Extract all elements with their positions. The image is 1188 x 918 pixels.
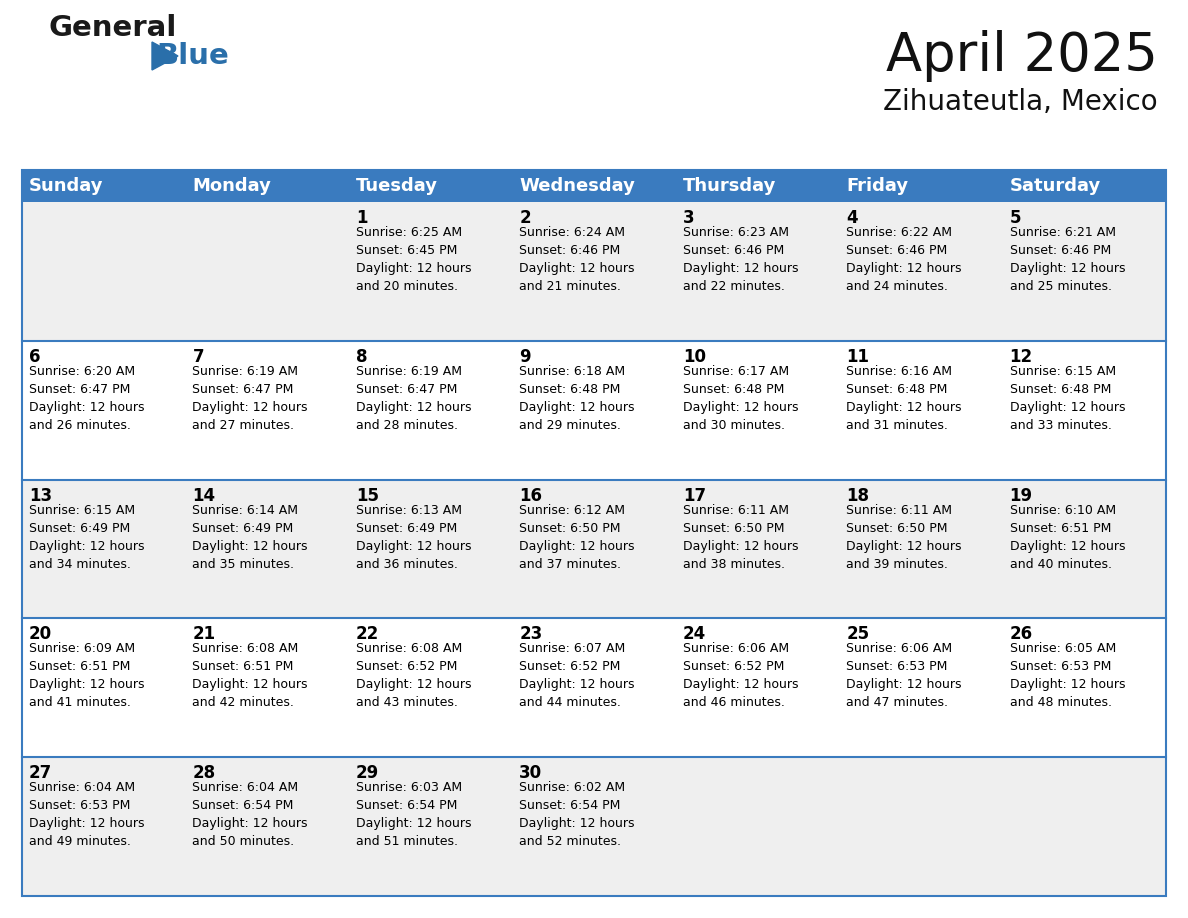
Text: Sunrise: 6:02 AM
Sunset: 6:54 PM
Daylight: 12 hours
and 52 minutes.: Sunrise: 6:02 AM Sunset: 6:54 PM Dayligh… — [519, 781, 634, 848]
Text: 20: 20 — [29, 625, 52, 644]
Text: Sunrise: 6:04 AM
Sunset: 6:53 PM
Daylight: 12 hours
and 49 minutes.: Sunrise: 6:04 AM Sunset: 6:53 PM Dayligh… — [29, 781, 145, 848]
Text: 25: 25 — [846, 625, 870, 644]
Text: 3: 3 — [683, 209, 694, 227]
Text: Sunrise: 6:20 AM
Sunset: 6:47 PM
Daylight: 12 hours
and 26 minutes.: Sunrise: 6:20 AM Sunset: 6:47 PM Dayligh… — [29, 364, 145, 431]
Text: Sunrise: 6:19 AM
Sunset: 6:47 PM
Daylight: 12 hours
and 28 minutes.: Sunrise: 6:19 AM Sunset: 6:47 PM Dayligh… — [356, 364, 472, 431]
Text: 13: 13 — [29, 487, 52, 505]
Bar — [23, 341, 1165, 479]
Text: 5: 5 — [1010, 209, 1020, 227]
Text: Sunrise: 6:11 AM
Sunset: 6:50 PM
Daylight: 12 hours
and 38 minutes.: Sunrise: 6:11 AM Sunset: 6:50 PM Dayligh… — [683, 504, 798, 571]
Text: Sunrise: 6:14 AM
Sunset: 6:49 PM
Daylight: 12 hours
and 35 minutes.: Sunrise: 6:14 AM Sunset: 6:49 PM Dayligh… — [192, 504, 308, 571]
Text: 4: 4 — [846, 209, 858, 227]
Text: 7: 7 — [192, 348, 204, 365]
Text: 10: 10 — [683, 348, 706, 365]
Text: Monday: Monday — [192, 177, 271, 195]
Text: Sunrise: 6:11 AM
Sunset: 6:50 PM
Daylight: 12 hours
and 39 minutes.: Sunrise: 6:11 AM Sunset: 6:50 PM Dayligh… — [846, 504, 961, 571]
Text: 30: 30 — [519, 764, 543, 782]
Text: Sunrise: 6:19 AM
Sunset: 6:47 PM
Daylight: 12 hours
and 27 minutes.: Sunrise: 6:19 AM Sunset: 6:47 PM Dayligh… — [192, 364, 308, 431]
Text: 14: 14 — [192, 487, 215, 505]
Text: 26: 26 — [1010, 625, 1032, 644]
Text: Sunrise: 6:10 AM
Sunset: 6:51 PM
Daylight: 12 hours
and 40 minutes.: Sunrise: 6:10 AM Sunset: 6:51 PM Dayligh… — [1010, 504, 1125, 571]
Text: Sunrise: 6:06 AM
Sunset: 6:53 PM
Daylight: 12 hours
and 47 minutes.: Sunrise: 6:06 AM Sunset: 6:53 PM Dayligh… — [846, 643, 961, 710]
Text: 27: 27 — [29, 764, 52, 782]
Text: 16: 16 — [519, 487, 542, 505]
Text: Sunrise: 6:24 AM
Sunset: 6:46 PM
Daylight: 12 hours
and 21 minutes.: Sunrise: 6:24 AM Sunset: 6:46 PM Dayligh… — [519, 226, 634, 293]
Text: 24: 24 — [683, 625, 706, 644]
Text: Sunrise: 6:05 AM
Sunset: 6:53 PM
Daylight: 12 hours
and 48 minutes.: Sunrise: 6:05 AM Sunset: 6:53 PM Dayligh… — [1010, 643, 1125, 710]
Text: Sunday: Sunday — [29, 177, 103, 195]
Bar — [23, 202, 1165, 341]
Text: Friday: Friday — [846, 177, 909, 195]
Bar — [23, 170, 1165, 202]
Text: Sunrise: 6:22 AM
Sunset: 6:46 PM
Daylight: 12 hours
and 24 minutes.: Sunrise: 6:22 AM Sunset: 6:46 PM Dayligh… — [846, 226, 961, 293]
Text: Zihuateutla, Mexico: Zihuateutla, Mexico — [884, 88, 1158, 116]
Text: General: General — [48, 14, 176, 42]
Text: Sunrise: 6:21 AM
Sunset: 6:46 PM
Daylight: 12 hours
and 25 minutes.: Sunrise: 6:21 AM Sunset: 6:46 PM Dayligh… — [1010, 226, 1125, 293]
Text: Sunrise: 6:03 AM
Sunset: 6:54 PM
Daylight: 12 hours
and 51 minutes.: Sunrise: 6:03 AM Sunset: 6:54 PM Dayligh… — [356, 781, 472, 848]
Text: 12: 12 — [1010, 348, 1032, 365]
Text: April 2025: April 2025 — [886, 30, 1158, 82]
Text: Sunrise: 6:07 AM
Sunset: 6:52 PM
Daylight: 12 hours
and 44 minutes.: Sunrise: 6:07 AM Sunset: 6:52 PM Dayligh… — [519, 643, 634, 710]
Text: Sunrise: 6:08 AM
Sunset: 6:51 PM
Daylight: 12 hours
and 42 minutes.: Sunrise: 6:08 AM Sunset: 6:51 PM Dayligh… — [192, 643, 308, 710]
Text: Sunrise: 6:06 AM
Sunset: 6:52 PM
Daylight: 12 hours
and 46 minutes.: Sunrise: 6:06 AM Sunset: 6:52 PM Dayligh… — [683, 643, 798, 710]
Bar — [23, 170, 1165, 896]
Text: 19: 19 — [1010, 487, 1032, 505]
Text: 22: 22 — [356, 625, 379, 644]
Text: Sunrise: 6:15 AM
Sunset: 6:49 PM
Daylight: 12 hours
and 34 minutes.: Sunrise: 6:15 AM Sunset: 6:49 PM Dayligh… — [29, 504, 145, 571]
Text: 15: 15 — [356, 487, 379, 505]
Bar — [23, 619, 1165, 757]
Text: Saturday: Saturday — [1010, 177, 1101, 195]
Text: Sunrise: 6:16 AM
Sunset: 6:48 PM
Daylight: 12 hours
and 31 minutes.: Sunrise: 6:16 AM Sunset: 6:48 PM Dayligh… — [846, 364, 961, 431]
Text: Sunrise: 6:15 AM
Sunset: 6:48 PM
Daylight: 12 hours
and 33 minutes.: Sunrise: 6:15 AM Sunset: 6:48 PM Dayligh… — [1010, 364, 1125, 431]
Text: Sunrise: 6:04 AM
Sunset: 6:54 PM
Daylight: 12 hours
and 50 minutes.: Sunrise: 6:04 AM Sunset: 6:54 PM Dayligh… — [192, 781, 308, 848]
Text: Sunrise: 6:09 AM
Sunset: 6:51 PM
Daylight: 12 hours
and 41 minutes.: Sunrise: 6:09 AM Sunset: 6:51 PM Dayligh… — [29, 643, 145, 710]
Text: Thursday: Thursday — [683, 177, 776, 195]
Text: Wednesday: Wednesday — [519, 177, 636, 195]
Text: 18: 18 — [846, 487, 870, 505]
Bar — [23, 479, 1165, 619]
Text: 17: 17 — [683, 487, 706, 505]
Text: Blue: Blue — [156, 42, 229, 70]
Text: 6: 6 — [29, 348, 40, 365]
Text: Sunrise: 6:18 AM
Sunset: 6:48 PM
Daylight: 12 hours
and 29 minutes.: Sunrise: 6:18 AM Sunset: 6:48 PM Dayligh… — [519, 364, 634, 431]
Text: Sunrise: 6:25 AM
Sunset: 6:45 PM
Daylight: 12 hours
and 20 minutes.: Sunrise: 6:25 AM Sunset: 6:45 PM Dayligh… — [356, 226, 472, 293]
Text: 23: 23 — [519, 625, 543, 644]
Text: 9: 9 — [519, 348, 531, 365]
Text: Sunrise: 6:23 AM
Sunset: 6:46 PM
Daylight: 12 hours
and 22 minutes.: Sunrise: 6:23 AM Sunset: 6:46 PM Dayligh… — [683, 226, 798, 293]
Bar — [23, 757, 1165, 896]
Text: Sunrise: 6:17 AM
Sunset: 6:48 PM
Daylight: 12 hours
and 30 minutes.: Sunrise: 6:17 AM Sunset: 6:48 PM Dayligh… — [683, 364, 798, 431]
Text: 21: 21 — [192, 625, 215, 644]
Text: 8: 8 — [356, 348, 367, 365]
Text: Sunrise: 6:12 AM
Sunset: 6:50 PM
Daylight: 12 hours
and 37 minutes.: Sunrise: 6:12 AM Sunset: 6:50 PM Dayligh… — [519, 504, 634, 571]
Text: 2: 2 — [519, 209, 531, 227]
Text: 28: 28 — [192, 764, 215, 782]
Text: 1: 1 — [356, 209, 367, 227]
Text: 11: 11 — [846, 348, 870, 365]
Text: 29: 29 — [356, 764, 379, 782]
Text: Sunrise: 6:08 AM
Sunset: 6:52 PM
Daylight: 12 hours
and 43 minutes.: Sunrise: 6:08 AM Sunset: 6:52 PM Dayligh… — [356, 643, 472, 710]
Text: Tuesday: Tuesday — [356, 177, 438, 195]
Polygon shape — [152, 42, 178, 70]
Text: Sunrise: 6:13 AM
Sunset: 6:49 PM
Daylight: 12 hours
and 36 minutes.: Sunrise: 6:13 AM Sunset: 6:49 PM Dayligh… — [356, 504, 472, 571]
